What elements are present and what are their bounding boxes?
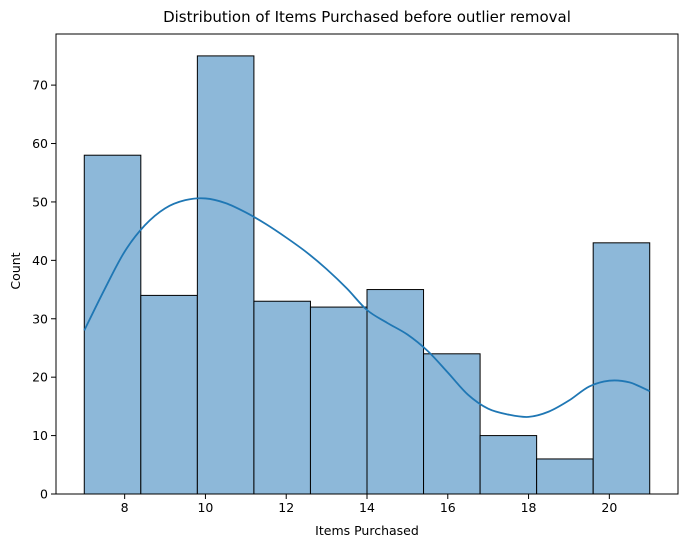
histogram-bar-1 [140,294,198,495]
x-tick-label: 10 [197,500,213,515]
histogram-bar-8 [536,458,594,495]
kde-curve [83,197,651,418]
x-tick-label: 8 [121,500,129,515]
histogram-bar-3 [253,300,311,495]
y-tick-label: 40 [32,253,48,268]
histogram-bar-2 [196,55,255,495]
y-axis-label: Count [8,252,23,289]
chart-title: Distribution of Items Purchased before o… [163,8,571,26]
x-tick-label: 16 [440,500,456,515]
histogram-bar-0 [83,154,142,495]
x-axis-label: Items Purchased [315,523,419,538]
histogram-bar-7 [479,435,538,495]
y-tick-label: 20 [32,370,48,385]
y-axis: 0 10 20 30 40 50 60 70 [32,78,56,502]
histogram-bar-6 [423,353,481,495]
x-tick-label: 20 [601,500,617,515]
histogram-bar-4 [309,306,368,495]
x-tick-label: 14 [359,500,375,515]
y-tick-label: 10 [32,428,48,443]
x-tick-label: 12 [278,500,294,515]
histogram-bar-9 [592,242,651,495]
y-tick-label: 50 [32,194,48,209]
y-tick-label: 60 [32,136,48,151]
y-tick-label: 30 [32,311,48,326]
x-axis: 8 10 12 14 16 18 20 [121,494,617,515]
bars-group [83,55,651,495]
histogram-bar-5 [366,289,425,495]
y-tick-label: 0 [40,487,48,502]
y-tick-label: 70 [32,78,48,93]
x-tick-label: 18 [521,500,537,515]
